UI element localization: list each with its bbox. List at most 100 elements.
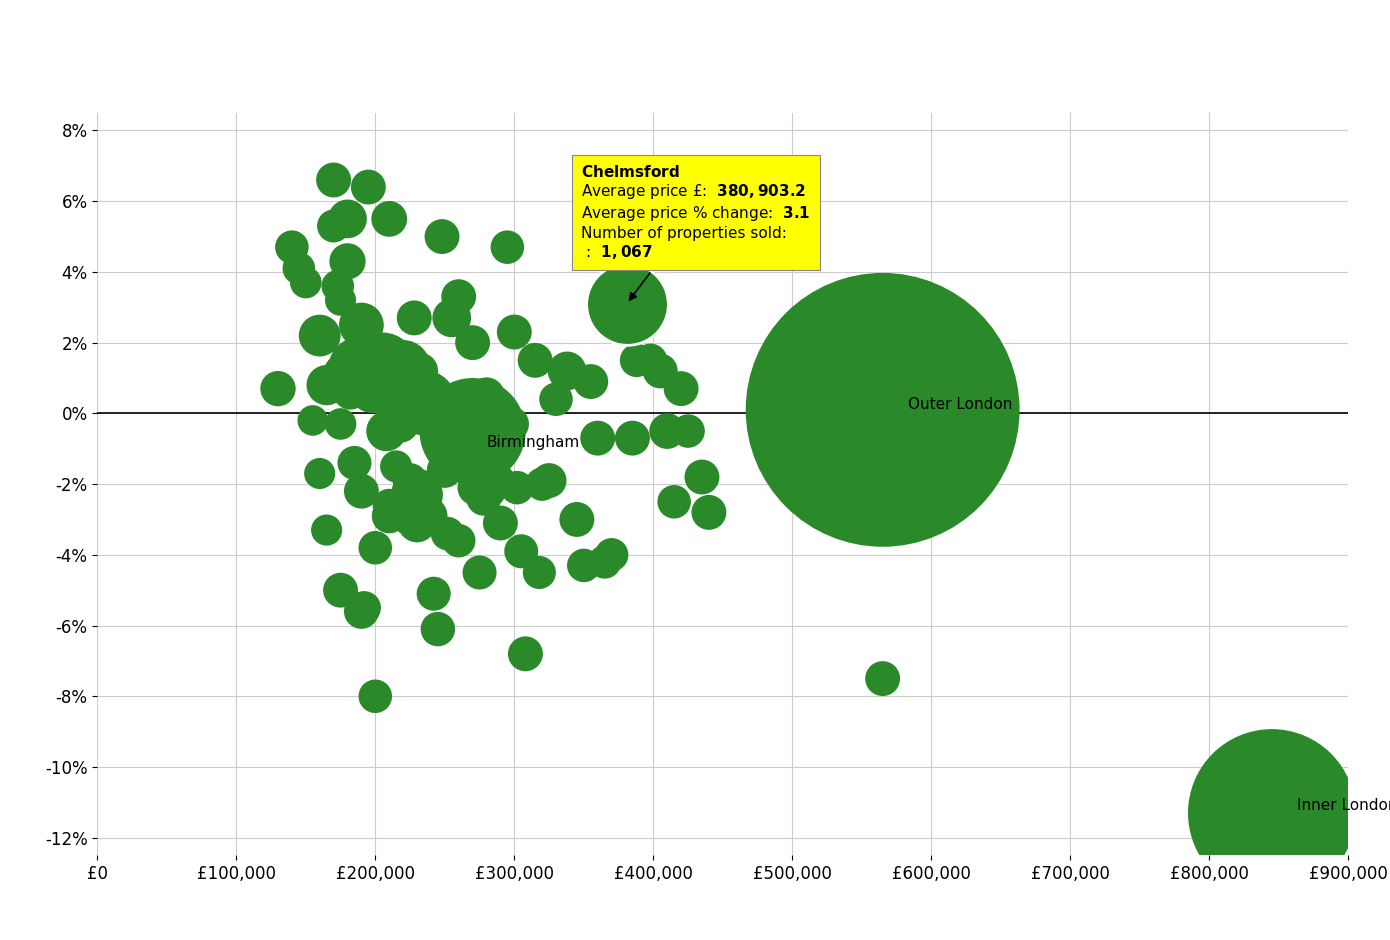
Point [399, 395, 421, 410]
Point [382, 406, 404, 421]
Point [350, 484, 373, 499]
Point [350, 603, 373, 619]
Point [385, 459, 407, 474]
Point [506, 480, 528, 495]
Point [478, 484, 500, 499]
Point [545, 392, 567, 407]
Point [406, 515, 428, 530]
Point [329, 292, 352, 307]
Point [399, 512, 421, 527]
Point [473, 491, 495, 506]
Point [587, 431, 609, 446]
Point [538, 473, 560, 488]
Point [670, 381, 692, 396]
Point [607, 290, 630, 305]
Point [395, 494, 417, 509]
Text: $\bf{Chelmsford}$
Average price £:  $\bf{380,903.2}$
Average price % change:  $\: $\bf{Chelmsford}$ Average price £: $\bf{… [581, 164, 810, 300]
Point [809, 413, 831, 428]
Point [448, 533, 470, 548]
Point [573, 558, 595, 573]
Point [399, 473, 421, 488]
Point [357, 180, 379, 195]
Point [531, 477, 553, 492]
Point [448, 290, 470, 305]
Point [423, 587, 445, 602]
Point [459, 434, 481, 449]
Point [691, 469, 713, 484]
Point [489, 515, 512, 530]
Point [500, 416, 523, 431]
Point [267, 381, 289, 396]
Point [858, 431, 880, 446]
Point [461, 424, 484, 439]
Point [316, 523, 338, 538]
Point [441, 310, 463, 325]
Point [468, 565, 491, 580]
Point [434, 462, 456, 478]
Point [1261, 806, 1283, 821]
Point [364, 689, 386, 704]
Point [309, 328, 331, 343]
Point [663, 494, 685, 509]
Point [336, 254, 359, 269]
Point [309, 466, 331, 481]
Point [514, 647, 537, 662]
Point [510, 543, 532, 558]
Point [872, 402, 894, 417]
Text: Inner London: Inner London [1297, 798, 1390, 813]
Point [455, 392, 477, 407]
Point [445, 416, 467, 431]
Point [656, 424, 678, 439]
Point [403, 310, 425, 325]
Point [461, 336, 484, 351]
Point [464, 480, 486, 495]
Point [378, 498, 400, 513]
Point [413, 395, 435, 410]
Point [600, 547, 623, 562]
Point [528, 565, 550, 580]
Point [431, 229, 453, 244]
Point [316, 378, 338, 393]
Point [322, 218, 345, 233]
Point [420, 392, 442, 407]
Point [486, 473, 509, 488]
Point [649, 364, 671, 379]
Point [361, 381, 384, 396]
Point [482, 395, 505, 410]
Point [339, 384, 361, 400]
Text: Birmingham: Birmingham [486, 435, 580, 450]
Point [348, 360, 370, 375]
Point [594, 555, 616, 570]
Point [436, 526, 459, 541]
Text: Outer London: Outer London [908, 397, 1012, 412]
Point [621, 431, 644, 446]
Point [496, 240, 518, 255]
Point [295, 275, 317, 290]
Point [677, 424, 699, 439]
Point [378, 509, 400, 524]
Point [556, 364, 578, 379]
Point [288, 261, 310, 276]
Point [626, 352, 648, 368]
Point [371, 360, 393, 375]
Point [524, 352, 546, 368]
Point [872, 671, 894, 686]
Point [409, 364, 431, 379]
Point [990, 416, 1012, 431]
Point [364, 540, 386, 556]
Point [350, 318, 373, 333]
Point [343, 455, 366, 470]
Point [427, 621, 449, 636]
Point [336, 212, 359, 227]
Point [378, 212, 400, 227]
Point [302, 413, 324, 428]
Point [336, 378, 359, 393]
Point [406, 487, 428, 502]
Point [580, 374, 602, 389]
Point [503, 324, 525, 339]
Point [329, 583, 352, 598]
Point [698, 505, 720, 520]
Point [334, 367, 356, 382]
Point [639, 352, 662, 368]
Point [475, 388, 498, 403]
